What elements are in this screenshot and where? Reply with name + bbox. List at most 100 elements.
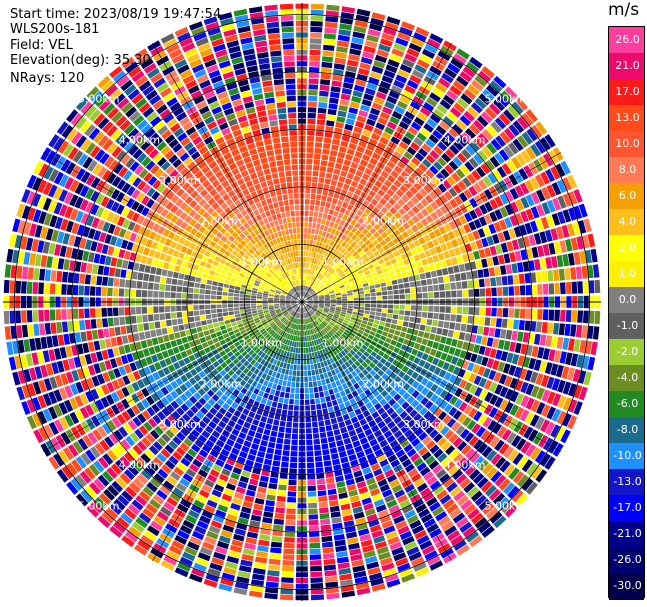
velocity-bin (335, 323, 341, 328)
velocity-bin (294, 318, 297, 324)
velocity-bin (341, 6, 356, 14)
velocity-bin (484, 247, 492, 257)
velocity-bin (506, 159, 517, 172)
velocity-bin (155, 328, 163, 337)
velocity-bin (373, 127, 383, 136)
velocity-bin (324, 272, 330, 277)
velocity-bin (328, 287, 334, 291)
velocity-bin (347, 275, 354, 280)
velocity-bin (17, 250, 25, 264)
velocity-bin (325, 172, 333, 179)
velocity-bin (87, 365, 96, 376)
velocity-bin (437, 236, 445, 245)
velocity-bin (326, 114, 336, 121)
velocity-bin (199, 289, 205, 294)
velocity-bin (343, 250, 349, 256)
velocity-bin (315, 357, 320, 363)
velocity-bin (497, 361, 506, 372)
velocity-bin (311, 283, 316, 289)
velocity-bin (439, 306, 446, 313)
velocity-bin (382, 304, 388, 309)
velocity-bin (190, 368, 198, 377)
velocity-bin (260, 528, 271, 535)
velocity-bin (373, 468, 383, 477)
velocity-bin (315, 241, 320, 247)
velocity-bin (373, 365, 380, 373)
velocity-bin (251, 295, 257, 299)
velocity-bin (250, 514, 262, 522)
velocity-bin (561, 224, 570, 238)
velocity-bin (246, 311, 252, 315)
velocity-bin (306, 359, 310, 365)
velocity-bin (110, 391, 120, 403)
velocity-bin (353, 84, 365, 93)
velocity-bin (6, 341, 14, 356)
velocity-bin (381, 464, 392, 473)
velocity-bin (236, 279, 243, 284)
velocity-bin (357, 379, 365, 387)
velocity-bin (316, 289, 321, 293)
velocity-bin (381, 308, 388, 313)
velocity-bin (250, 324, 257, 329)
velocity-bin (308, 89, 318, 96)
velocity-bin (465, 128, 476, 139)
velocity-bin (479, 288, 486, 297)
velocity-bin (358, 68, 370, 76)
velocity-bin (361, 253, 368, 260)
velocity-bin (429, 444, 440, 454)
velocity-bin (292, 304, 297, 308)
velocity-bin (577, 310, 583, 323)
velocity-bin (328, 406, 334, 414)
velocity-bin (520, 150, 532, 163)
velocity-bin (419, 324, 426, 331)
velocity-bin (539, 334, 547, 346)
velocity-bin (362, 266, 369, 272)
velocity-bin (377, 377, 385, 385)
velocity-bin (293, 305, 298, 309)
velocity-bin (256, 296, 263, 299)
velocity-bin (40, 226, 49, 240)
velocity-bin (389, 116, 400, 125)
velocity-bin (311, 594, 325, 601)
velocity-bin (304, 292, 308, 297)
velocity-bin (315, 223, 321, 230)
velocity-bin (348, 167, 357, 175)
velocity-bin (236, 344, 243, 351)
velocity-bin (141, 306, 148, 314)
velocity-bin (260, 385, 267, 392)
velocity-bin (240, 387, 248, 395)
velocity-bin (331, 270, 337, 276)
velocity-bin (315, 288, 321, 293)
velocity-bin (93, 340, 101, 351)
velocity-bin (436, 327, 443, 335)
velocity-bin (446, 503, 459, 515)
velocity-bin (307, 296, 312, 300)
velocity-bin (368, 211, 376, 219)
velocity-bin (432, 357, 440, 366)
velocity-bin (103, 488, 116, 501)
velocity-bin (309, 289, 314, 294)
velocity-bin (423, 471, 434, 481)
velocity-bin (122, 375, 131, 386)
velocity-bin (180, 350, 188, 359)
velocity-bin (324, 327, 330, 332)
velocity-bin (379, 321, 386, 326)
velocity-bin (403, 180, 412, 189)
velocity-bin (292, 317, 296, 323)
velocity-bin (327, 488, 337, 496)
velocity-bin (17, 220, 26, 234)
velocity-bin (229, 544, 242, 553)
velocity-bin (568, 191, 578, 205)
velocity-bin (32, 397, 42, 411)
velocity-bin (165, 429, 175, 439)
velocity-bin (323, 372, 329, 379)
velocity-bin (48, 421, 59, 436)
velocity-bin (230, 281, 236, 286)
velocity-bin (214, 342, 221, 348)
velocity-bin (307, 474, 316, 480)
velocity-bin (348, 107, 359, 115)
velocity-bin (90, 241, 98, 252)
velocity-bin (281, 368, 286, 374)
velocity-bin (451, 356, 459, 365)
velocity-bin (270, 311, 276, 315)
